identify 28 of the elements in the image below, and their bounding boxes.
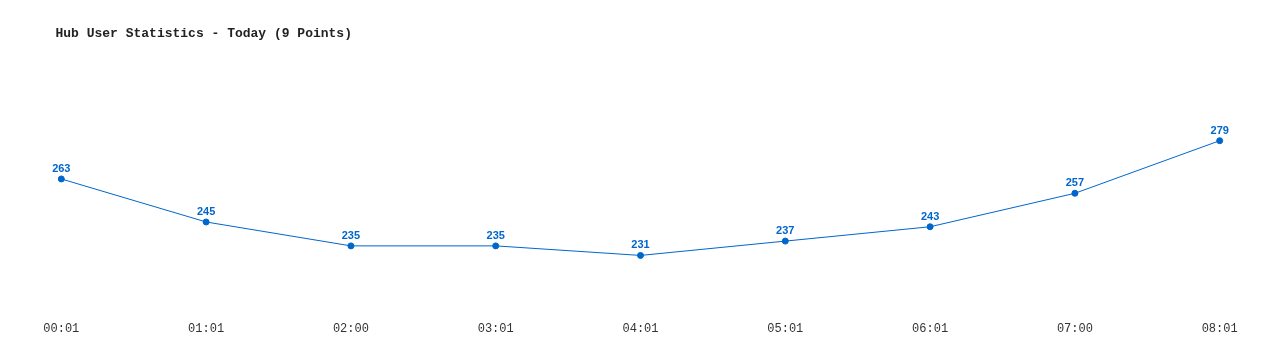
point <box>926 223 934 231</box>
x-tick-label: 06:01 <box>912 321 949 336</box>
data-label: 279 <box>1210 123 1229 136</box>
data-label: 235 <box>486 228 505 241</box>
point <box>492 242 500 250</box>
data-label: 231 <box>631 238 650 251</box>
point <box>347 242 355 250</box>
x-tick-label: 01:01 <box>188 321 225 336</box>
x-tick-label: 07:00 <box>1056 321 1093 336</box>
x-tick-label: 08:01 <box>1201 321 1238 336</box>
x-tick-label: 02:00 <box>332 321 369 336</box>
x-tick-label: 00:01 <box>43 321 80 336</box>
x-tick-label: 04:01 <box>622 321 659 336</box>
data-label: 243 <box>920 209 940 222</box>
data-label: 257 <box>1065 176 1085 189</box>
data-label: 235 <box>341 228 361 241</box>
data-label: 263 <box>52 161 71 174</box>
point <box>1216 137 1224 145</box>
chart-title: Hub User Statistics - Today (9 Points) <box>55 25 352 41</box>
point <box>202 218 210 226</box>
point <box>637 251 644 259</box>
point <box>781 237 789 245</box>
data-label: 237 <box>776 224 795 237</box>
x-tick-label: 05:01 <box>767 321 804 336</box>
point <box>57 175 65 183</box>
x-tick-label: 03:01 <box>477 321 514 336</box>
point <box>1071 189 1079 197</box>
data-label: 245 <box>196 204 216 217</box>
